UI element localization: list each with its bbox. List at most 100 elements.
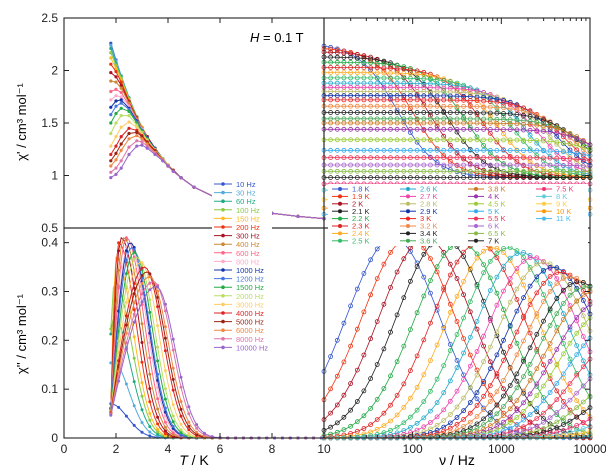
tr-series-point bbox=[361, 120, 367, 126]
tr-series-point bbox=[487, 155, 493, 161]
br-series-point bbox=[427, 420, 433, 425]
br-series-point bbox=[434, 414, 440, 420]
tr-series-point bbox=[328, 155, 334, 161]
br-series-point bbox=[507, 299, 513, 305]
tr-series-point bbox=[328, 97, 334, 103]
tr-series-point bbox=[348, 65, 354, 70]
br-series-point bbox=[501, 413, 506, 419]
br-series-point bbox=[574, 405, 580, 411]
bl-series-point bbox=[124, 272, 128, 276]
tr-series-point bbox=[348, 168, 354, 174]
br-series-point bbox=[541, 370, 546, 376]
tr-series-point bbox=[521, 162, 526, 168]
tr-series-point bbox=[348, 75, 354, 81]
br-series-point bbox=[527, 412, 533, 418]
br-series-point bbox=[580, 364, 586, 370]
tr-series-point bbox=[341, 110, 347, 115]
freq-legend-label: 10 Hz bbox=[236, 180, 256, 189]
tr-series-point bbox=[414, 110, 420, 115]
br-series-point bbox=[527, 255, 533, 261]
br-series-point bbox=[421, 415, 427, 421]
br-series-point bbox=[541, 419, 546, 425]
br-series-point bbox=[527, 330, 533, 336]
br-series-point bbox=[348, 407, 354, 413]
freq-legend-label: 8000 Hz bbox=[236, 335, 264, 344]
br-series-point bbox=[381, 301, 387, 307]
br-series-point bbox=[534, 366, 540, 372]
bl-series-point bbox=[117, 379, 121, 383]
tr-series-point bbox=[427, 73, 433, 79]
br-series-point bbox=[554, 410, 560, 415]
temp-legend-label: 8 K bbox=[556, 192, 567, 201]
bl-series-point bbox=[171, 337, 175, 341]
tr-series-point bbox=[354, 52, 360, 57]
freq-legend-label: 60 Hz bbox=[236, 197, 256, 206]
tr-series-point bbox=[501, 175, 506, 181]
bl-series-point bbox=[187, 428, 191, 432]
tr-series-point bbox=[401, 137, 407, 143]
bl-series-point bbox=[124, 258, 128, 262]
tr-series-point bbox=[501, 162, 506, 168]
tr-series-point bbox=[461, 137, 467, 143]
bl-series-point bbox=[132, 380, 136, 384]
tr-series-point bbox=[474, 104, 480, 109]
br-series-point bbox=[547, 373, 553, 379]
tr-series-point bbox=[348, 175, 354, 181]
br-series-point bbox=[541, 398, 546, 404]
tr-series-point bbox=[427, 126, 433, 132]
tr-series-point bbox=[547, 155, 553, 161]
br-series-point bbox=[527, 420, 533, 426]
tr-series-point bbox=[461, 86, 467, 92]
tr-series-point bbox=[407, 126, 413, 132]
br-series-point bbox=[494, 329, 500, 335]
br-series-line bbox=[323, 237, 591, 438]
tr-series-point bbox=[407, 97, 413, 103]
tr-series-point bbox=[494, 168, 500, 174]
tr-series-point bbox=[514, 162, 520, 168]
bl-series-point bbox=[187, 434, 191, 437]
br-series-point bbox=[501, 378, 506, 383]
tr-series-point bbox=[554, 130, 560, 136]
tr-series-point bbox=[441, 162, 447, 168]
br-series-point bbox=[561, 351, 566, 357]
br-series-point bbox=[521, 315, 526, 321]
tr-series-point bbox=[454, 147, 460, 153]
br-series-point bbox=[541, 410, 546, 416]
br-series-point bbox=[368, 405, 374, 411]
br-series-point bbox=[567, 423, 573, 429]
tl-series-point bbox=[109, 89, 113, 94]
tl-series-point bbox=[119, 101, 123, 105]
bl-series-point bbox=[124, 300, 128, 304]
tr-series-point bbox=[514, 148, 520, 153]
br-series-point bbox=[547, 415, 553, 421]
br-series-point bbox=[461, 408, 467, 414]
bl-series-point bbox=[132, 312, 136, 316]
tr-series-point bbox=[454, 104, 460, 109]
br-series-point bbox=[374, 276, 380, 282]
br-series-line bbox=[323, 237, 591, 439]
tr-series-point bbox=[394, 120, 400, 126]
tr-series-point bbox=[541, 175, 546, 181]
bl-series-point bbox=[156, 305, 160, 309]
tl-series-point bbox=[114, 135, 118, 139]
tr-series-point bbox=[334, 97, 340, 103]
br-series-point bbox=[567, 381, 573, 387]
tr-series-point bbox=[354, 65, 360, 70]
freq-legend-marker bbox=[221, 337, 225, 341]
tr-series-point bbox=[494, 120, 500, 126]
tr-series-point bbox=[434, 175, 440, 181]
tr-series-point bbox=[388, 137, 393, 143]
br-series-point bbox=[441, 407, 447, 413]
tr-series-point bbox=[494, 99, 500, 105]
tr-series-point bbox=[328, 137, 334, 143]
tr-series-point bbox=[567, 156, 573, 162]
freq-legend-label: 600 Hz bbox=[236, 249, 260, 258]
bl-series-point bbox=[195, 430, 199, 434]
tr-series-point bbox=[454, 120, 460, 126]
tr-series-point bbox=[447, 103, 453, 109]
br-series-point bbox=[534, 331, 540, 337]
br-xtick-label: 1000 bbox=[488, 442, 515, 456]
br-series-point bbox=[481, 333, 487, 339]
br-series-point bbox=[534, 405, 540, 411]
tr-series-point bbox=[421, 110, 427, 115]
